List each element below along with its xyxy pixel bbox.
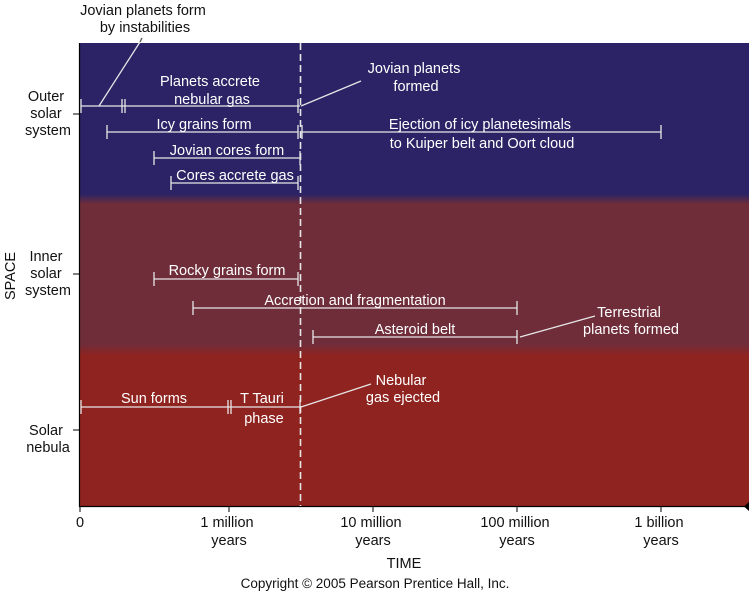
leader-jovian-instabilities-top: [139, 37, 143, 43]
bar-cores-accrete: [170, 176, 299, 190]
bar-icy-grains: [106, 125, 299, 139]
region-label-inner: Inner solar system: [25, 249, 71, 299]
x-tick-label-1-billion: 1 billion years: [634, 515, 687, 549]
x-tick-label-1-million: 1 million years: [200, 515, 257, 549]
x-tick-label-100-million: 100 million years: [480, 515, 553, 549]
label-rocky-grains: Rocky grains form: [169, 263, 286, 279]
label-jovian-cores: Jovian cores form: [170, 143, 284, 159]
bar-planets-accrete: [80, 99, 300, 113]
label-jovian-instabilities: Jovian planets form by instabilities: [80, 3, 210, 36]
label-terrestrial-formed: Terrestrial planets formed: [583, 305, 679, 338]
band-inner-solar-system: [80, 204, 749, 344]
label-planets-accrete: Planets accrete nebular gas: [160, 74, 264, 108]
leader-jovian-formed: [300, 80, 362, 107]
bar-asteroid-belt: [312, 330, 518, 344]
label-accretion-fragmentation: Accretion and fragmentation: [264, 293, 445, 309]
bar-sun-forms: [80, 400, 301, 414]
x-axis-title: TIME: [387, 556, 422, 572]
region-label-outer: Outer solar system: [25, 89, 71, 139]
bar-rocky-grains: [153, 272, 299, 286]
band-solar-nebula: [80, 356, 749, 506]
label-icy-grains: Icy grains form: [156, 117, 251, 133]
leader-terrestrial-formed: [519, 315, 596, 338]
label-jovian-formed: Jovian planets formed: [368, 61, 465, 95]
bar-ejection-icy: [301, 125, 662, 139]
bar-jovian-cores: [153, 151, 301, 165]
copyright-notice: Copyright © 2005 Pearson Prentice Hall, …: [241, 576, 510, 591]
x-tick-label-0: 0: [76, 515, 84, 531]
band-outer-solar-system: [80, 43, 749, 194]
bar-accretion-fragmentation: [192, 301, 518, 315]
x-tick-label-10-million: 10 million years: [340, 515, 405, 549]
y-axis-title: SPACE: [3, 252, 19, 300]
label-t-tauri: T Tauri phase: [240, 391, 288, 427]
band-outer-inner-blend: [80, 194, 749, 204]
label-asteroid-belt: Asteroid belt: [375, 322, 456, 338]
x-axis-arrow-icon: [744, 502, 749, 511]
label-nebular-ejected: Nebular gas ejected: [366, 373, 440, 406]
band-inner-nebula-blend: [80, 344, 749, 356]
leader-jovian-instabilities: [98, 41, 141, 107]
label-sun-forms: Sun forms: [121, 391, 187, 407]
label-ejection-icy: Ejection of icy planetesimals to Kuiper …: [389, 117, 575, 152]
leader-nebular-ejected: [300, 383, 372, 408]
region-label-nebula: Solar nebula: [26, 423, 70, 456]
label-cores-accrete: Cores accrete gas: [176, 168, 294, 184]
